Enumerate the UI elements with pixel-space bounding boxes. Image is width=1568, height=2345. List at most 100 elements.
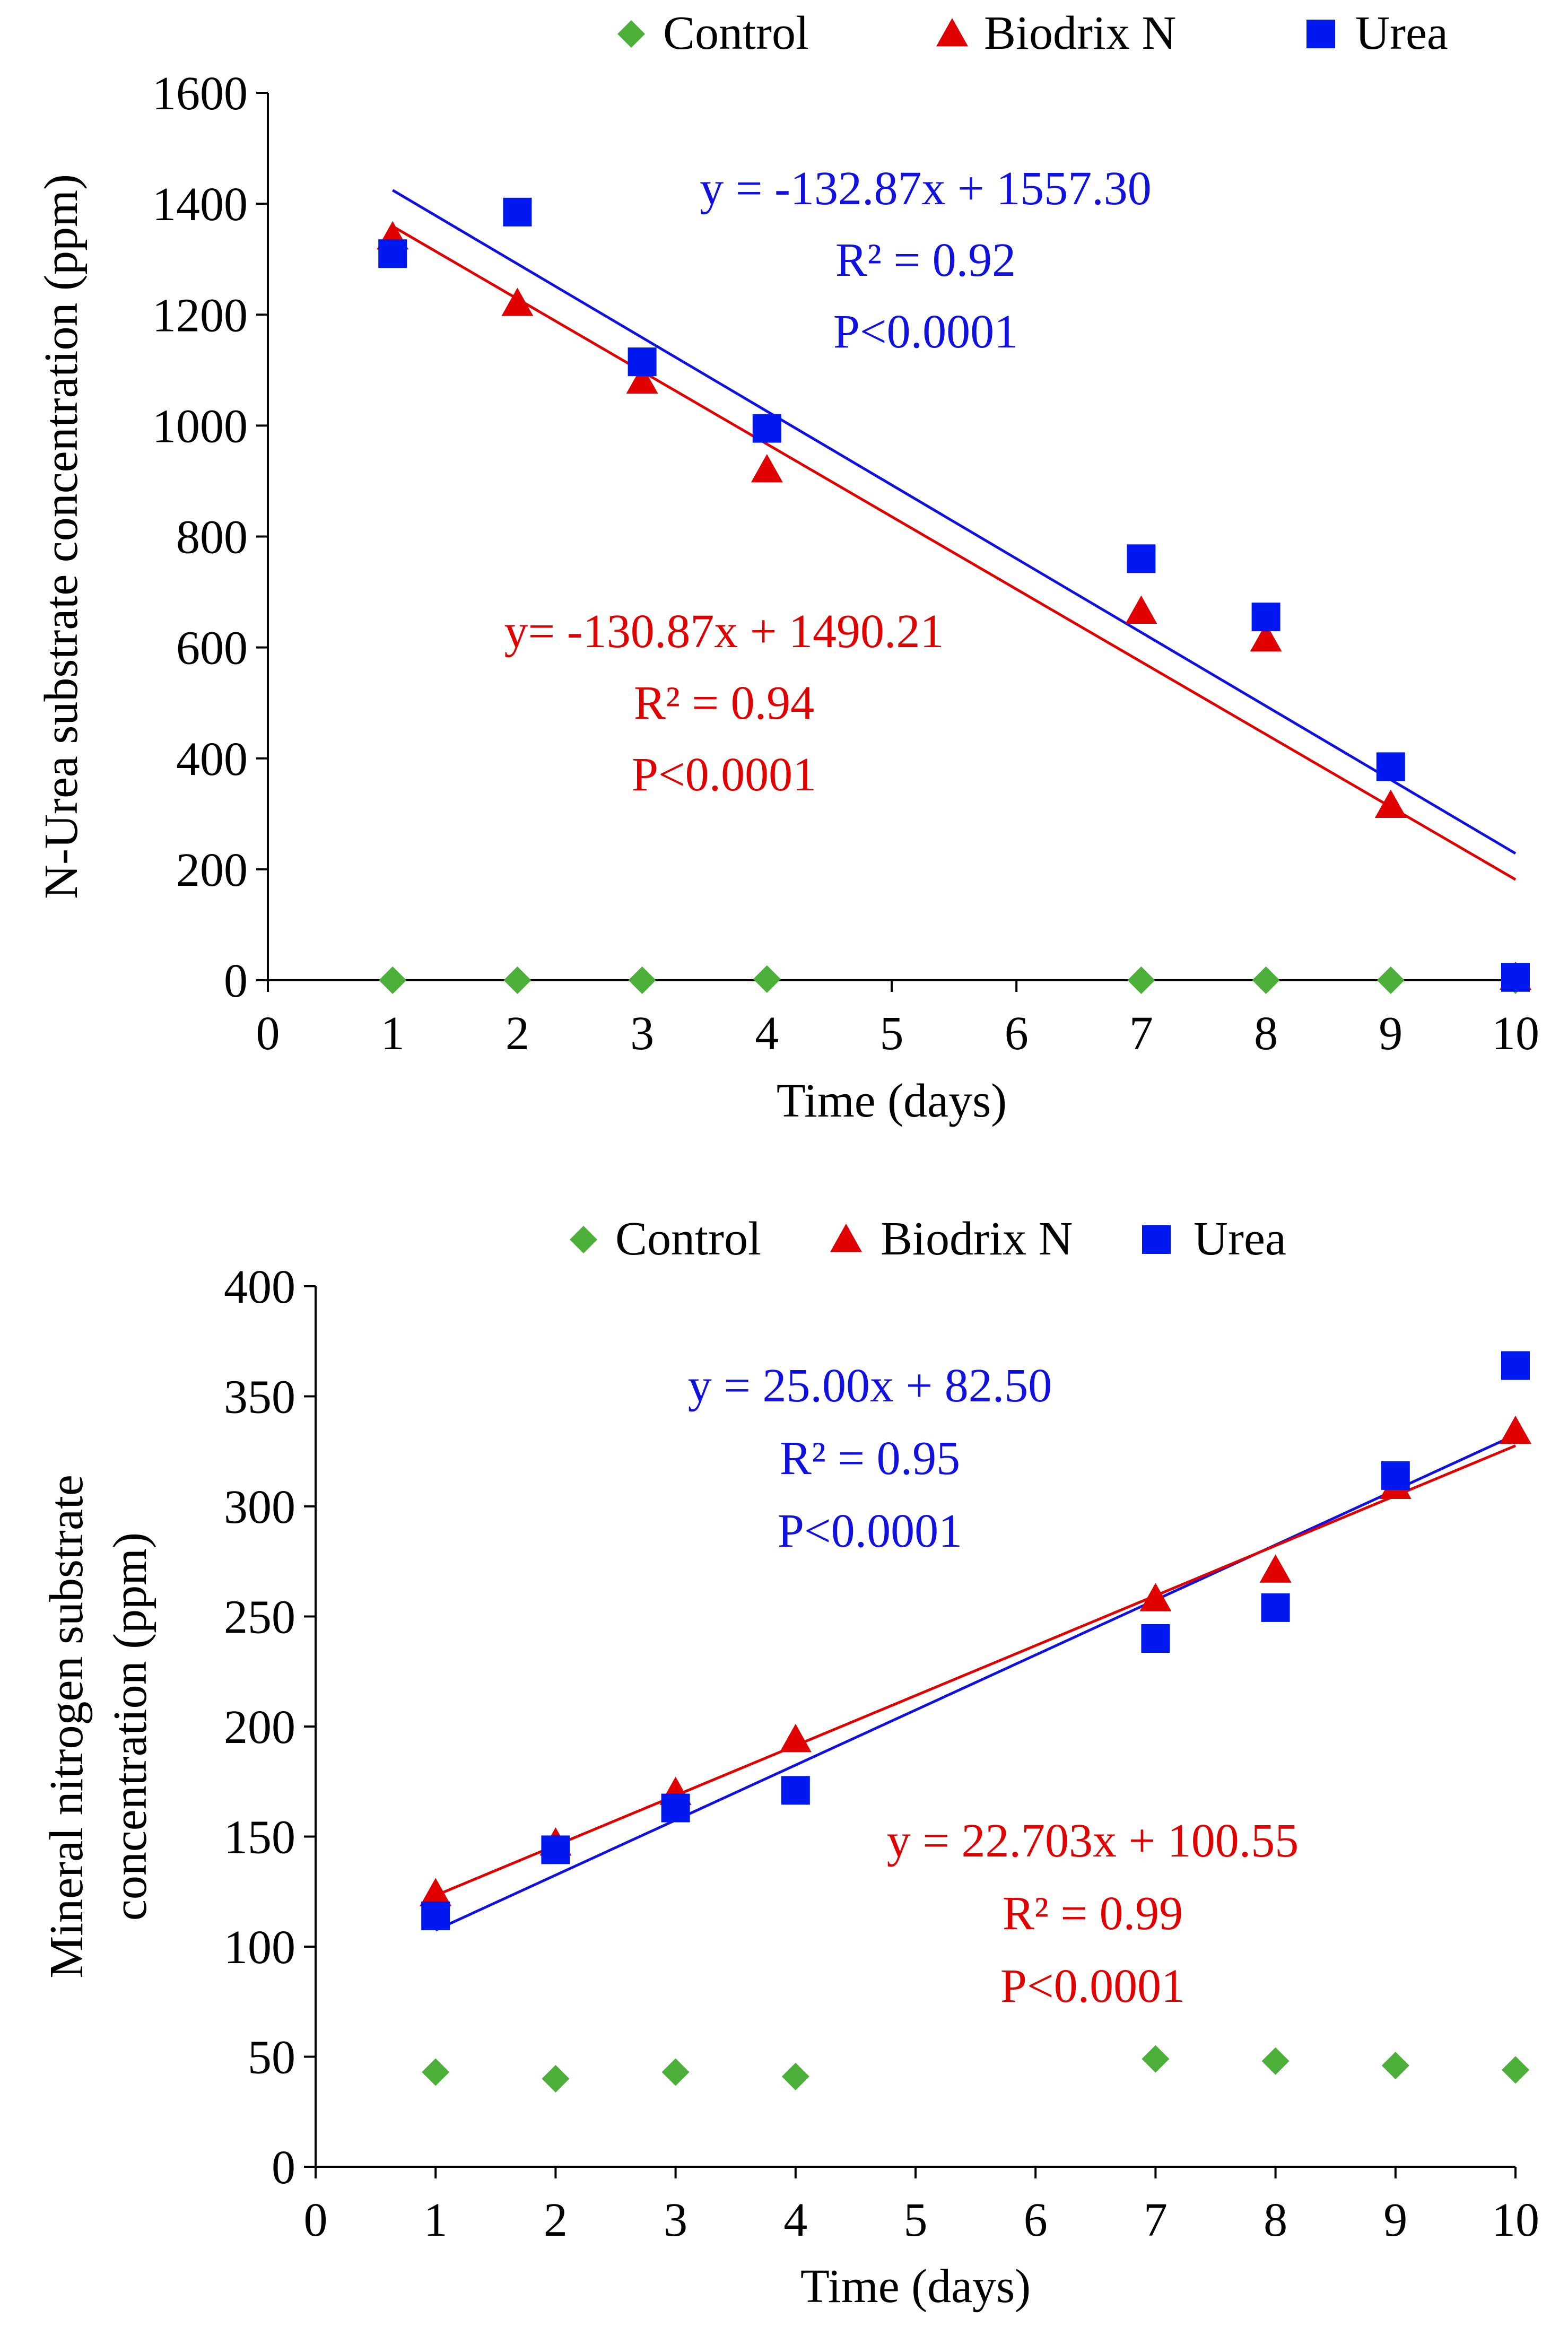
y-axis-label: Mineral nitrogen substrate: [40, 1475, 93, 1978]
x-tick-label: 10: [1492, 2194, 1539, 2246]
y-tick-label: 400: [176, 733, 248, 786]
x-tick-label: 6: [1024, 2194, 1048, 2246]
data-point-biodrix-n: [751, 454, 783, 483]
y-tick-label: 0: [224, 955, 248, 1007]
legend-label: Biodrix N: [984, 7, 1177, 59]
trendline-urea: [435, 1433, 1517, 1932]
data-point-control: [1502, 2056, 1529, 2084]
legend-marker-diamond: [570, 1226, 597, 1253]
x-tick-label: 0: [304, 2194, 328, 2246]
data-point-control: [542, 2065, 570, 2093]
legend-label: Biodrix N: [881, 1213, 1073, 1265]
regression-annotation: P<0.0001: [632, 748, 816, 801]
y-tick-label: 200: [224, 1701, 295, 1754]
data-point-urea: [1501, 963, 1530, 992]
data-point-control: [422, 2058, 450, 2086]
regression-annotation: P<0.0001: [1000, 1960, 1185, 2012]
x-tick-label: 1: [424, 2194, 448, 2246]
data-point-biodrix-n: [1259, 1554, 1292, 1583]
y-tick-label: 100: [224, 1921, 295, 1974]
data-point-control: [1252, 966, 1280, 994]
data-point-control: [1377, 966, 1405, 994]
x-tick-label: 4: [755, 1007, 779, 1060]
data-point-urea: [421, 1901, 450, 1930]
x-tick-label: 3: [630, 1007, 654, 1060]
legend-marker-triangle: [830, 1224, 862, 1252]
x-tick-label: 8: [1264, 2194, 1287, 2246]
x-tick-label: 4: [783, 2194, 807, 2246]
data-point-urea: [1251, 603, 1280, 632]
x-tick-label: 6: [1005, 1007, 1029, 1060]
legend-marker-square: [1142, 1225, 1171, 1254]
data-point-biodrix-n: [1374, 789, 1407, 818]
x-tick-label: 8: [1254, 1007, 1278, 1060]
data-point-urea: [781, 1776, 810, 1805]
trendline-biodrix-n: [391, 225, 1517, 881]
data-point-urea: [503, 197, 532, 226]
y-tick-label: 250: [224, 1591, 295, 1644]
data-point-urea: [1127, 544, 1156, 573]
data-point-biodrix-n: [1125, 595, 1157, 624]
data-point-urea: [541, 1835, 570, 1864]
data-point-biodrix-n: [1500, 1415, 1531, 1444]
legend-label: Control: [615, 1213, 761, 1265]
regression-annotation: y = 22.703x + 100.55: [887, 1815, 1299, 1867]
x-tick-label: 9: [1379, 1007, 1403, 1060]
legend-marker-square: [1306, 20, 1335, 48]
data-point-control: [1142, 2045, 1170, 2073]
data-point-urea: [1141, 1624, 1170, 1653]
x-tick-label: 7: [1129, 1007, 1153, 1060]
y-tick-label: 300: [224, 1481, 295, 1533]
x-tick-label: 1: [381, 1007, 405, 1060]
y-tick-label: 350: [224, 1371, 295, 1424]
data-point-urea: [1376, 752, 1405, 781]
regression-annotation: P<0.0001: [833, 306, 1018, 358]
data-point-urea: [1261, 1593, 1290, 1622]
x-tick-label: 2: [544, 2194, 568, 2246]
regression-annotation: y= -130.87x + 1490.21: [504, 605, 944, 658]
data-point-control: [781, 2062, 809, 2090]
y-tick-label: 600: [176, 622, 248, 675]
y-tick-label: 1000: [152, 400, 248, 452]
regression-annotation: R² = 0.95: [780, 1432, 960, 1485]
x-tick-label: 2: [506, 1007, 529, 1060]
data-point-biodrix-n: [420, 1878, 452, 1906]
data-point-urea: [628, 347, 657, 377]
y-tick-label: 1400: [152, 178, 248, 231]
data-point-biodrix-n: [779, 1723, 812, 1753]
data-point-control: [503, 966, 532, 994]
regression-annotation: R² = 0.94: [634, 677, 814, 729]
data-point-biodrix-n: [1250, 623, 1282, 652]
y-axis-label: concentration (ppm): [104, 1532, 156, 1921]
trendline-biodrix-n: [435, 1444, 1516, 1897]
data-point-control: [628, 966, 656, 994]
x-tick-label: 0: [256, 1007, 280, 1060]
regression-annotation: y = -132.87x + 1557.30: [700, 162, 1151, 215]
y-tick-label: 1200: [152, 289, 248, 342]
y-tick-label: 50: [248, 2032, 295, 2084]
legend-marker-triangle: [936, 18, 968, 47]
x-axis-label: Time (days): [800, 2260, 1031, 2313]
data-point-urea: [378, 239, 407, 268]
x-tick-label: 5: [880, 1007, 904, 1060]
y-tick-label: 0: [272, 2141, 295, 2194]
y-tick-label: 200: [176, 844, 248, 896]
y-tick-label: 150: [224, 1811, 295, 1864]
trendline-urea: [391, 189, 1517, 855]
x-tick-label: 7: [1144, 2194, 1168, 2246]
y-tick-label: 400: [224, 1261, 295, 1313]
data-point-control: [753, 965, 781, 993]
chart-panel-1: 0 200 400 600 800 1000 1200 1400 1600 0 1 2 3 4 5 6 7 8 9 1…: [35, 7, 1539, 1127]
legend-label: Control: [663, 7, 809, 59]
x-tick-label: 9: [1383, 2194, 1407, 2246]
y-tick-label: 800: [176, 511, 248, 564]
data-point-urea: [752, 414, 781, 443]
data-point-control: [1381, 2052, 1409, 2080]
data-point-control: [379, 966, 407, 994]
data-point-control: [1261, 2047, 1290, 2075]
data-point-urea: [1381, 1461, 1410, 1490]
regression-annotation: R² = 0.92: [835, 234, 1016, 286]
data-point-urea: [661, 1793, 690, 1823]
